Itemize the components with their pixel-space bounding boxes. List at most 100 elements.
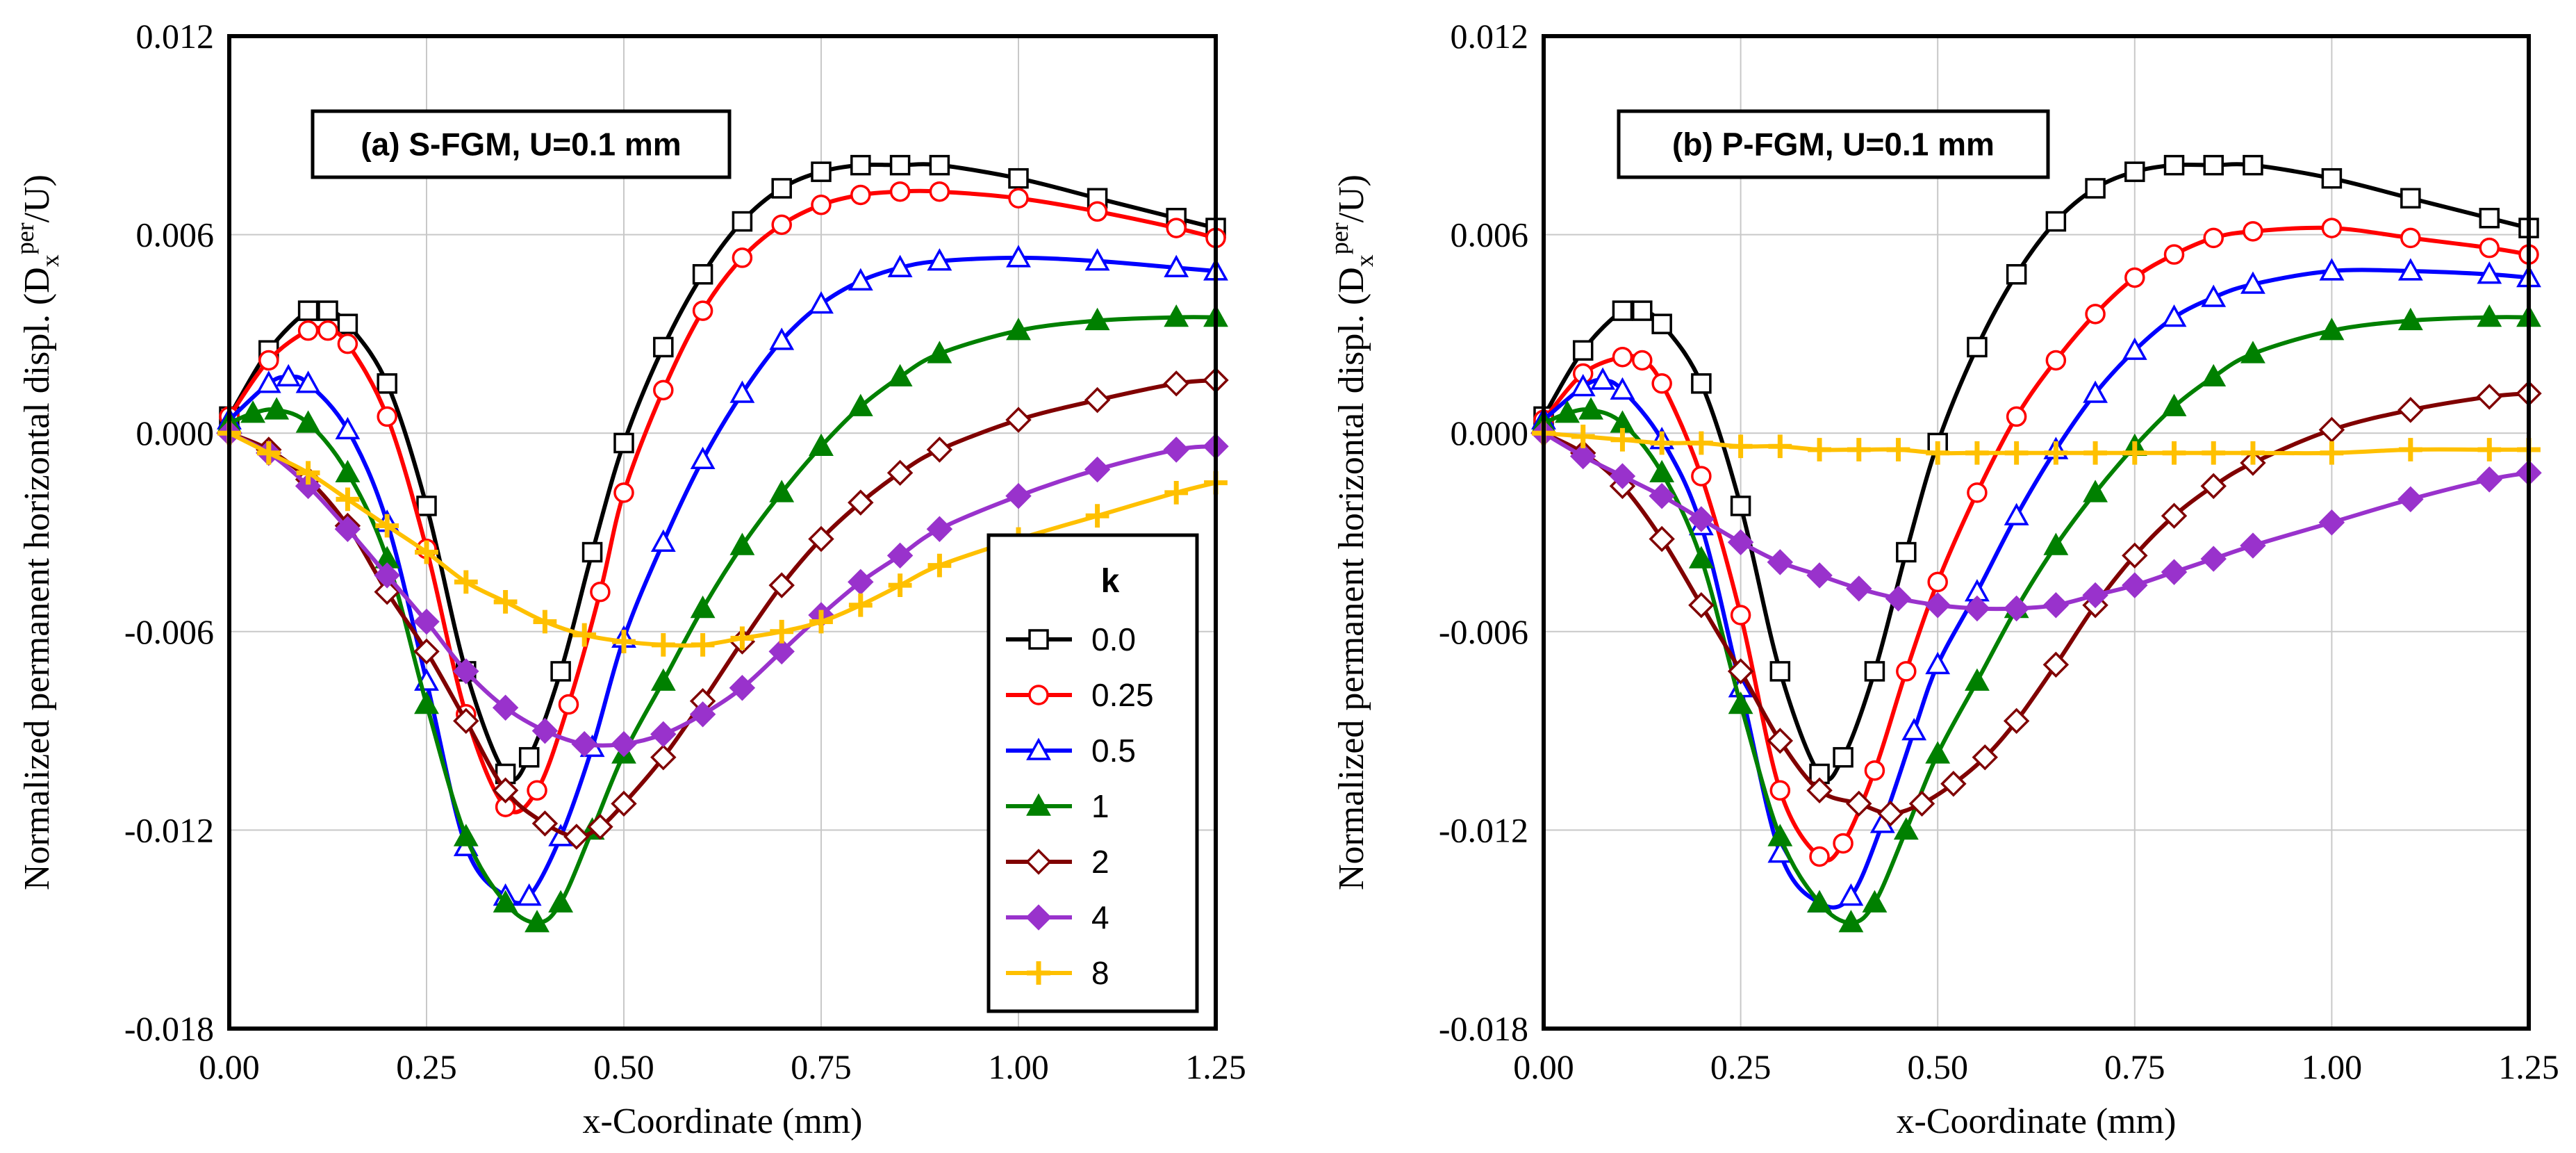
data-point-k-1 [650, 668, 676, 691]
data-point-k-1 [1807, 890, 1832, 913]
plot-frame [227, 34, 1218, 1031]
series-k-4 [1530, 420, 2542, 622]
data-point-k-4 [1727, 529, 1754, 556]
x-tick-label: 0.25 [1710, 1047, 1772, 1086]
data-point-k-1 [335, 459, 361, 483]
data-point-k-0.0 [297, 300, 319, 321]
data-point-k-0.5 [1901, 718, 1927, 741]
data-point-k-1 [414, 691, 439, 714]
data-point-k-0.0 [317, 300, 338, 321]
data-point-k-0.0 [771, 178, 792, 199]
data-point-k-8 [375, 514, 399, 538]
data-point-k-4 [2161, 559, 2188, 585]
data-point-k-0.0 [653, 336, 674, 358]
data-point-k-0.25 [1927, 571, 1948, 593]
data-point-k-1 [1084, 307, 1110, 331]
data-point-k-2 [2476, 384, 2503, 410]
data-point-k-1 [525, 910, 550, 933]
data-point-k-8 [1689, 431, 1713, 455]
data-point-k-0.0 [2479, 208, 2500, 229]
data-point-k-0.25 [1864, 760, 1885, 781]
data-point-k-0.5 [2161, 304, 2187, 327]
data-point-k-2 [1084, 386, 1111, 414]
x-tick-label: 0.75 [791, 1047, 852, 1086]
data-point-k-4 [531, 717, 559, 744]
y-tick-label: 0.006 [1451, 215, 1529, 254]
data-point-k-1 [1578, 397, 1603, 420]
data-point-k-0.5 [295, 370, 321, 393]
data-point-k-0.25 [1087, 201, 1108, 222]
series-k-0.25 [1533, 218, 2539, 867]
data-point-k-0.0 [1730, 496, 1751, 516]
data-point-k-0.5 [729, 380, 755, 403]
data-point-legend-k-4 [1025, 904, 1052, 931]
data-point-k-8 [572, 623, 597, 647]
data-point-k-4 [2042, 591, 2070, 619]
series-line-k-1 [1542, 315, 2529, 925]
data-point-k-0.25 [317, 320, 338, 341]
data-point-k-4 [1163, 436, 1189, 463]
x-tick-label: 1.00 [2302, 1047, 2363, 1086]
data-point-k-4 [1885, 585, 1912, 612]
data-point-k-1 [1838, 910, 1864, 933]
data-point-k-2 [1806, 777, 1833, 804]
data-point-k-4 [886, 542, 914, 569]
legend-label: 8 [1091, 955, 1109, 991]
data-point-k-8 [770, 619, 794, 644]
data-point-k-4 [2200, 546, 2227, 572]
data-point-k-2 [563, 824, 590, 850]
legend-label: 0.25 [1091, 677, 1154, 713]
data-point-k-1 [2083, 480, 2108, 502]
data-point-k-4 [1084, 456, 1111, 483]
data-point-k-0.25 [377, 406, 397, 427]
data-point-k-0.25 [613, 482, 634, 503]
data-point-k-1 [2319, 318, 2345, 341]
legend-label: 1 [1091, 788, 1109, 824]
data-point-k-1 [1164, 304, 1189, 327]
series-k-0.5 [1531, 258, 2541, 913]
data-point-k-0.25 [1166, 218, 1187, 238]
data-point-k-2 [808, 525, 834, 553]
panel-label: (b) P-FGM, U=0.1 mm [1672, 126, 1995, 163]
data-point-k-4 [1964, 595, 1990, 622]
data-point-k-8 [730, 626, 754, 651]
data-point-k-0.25 [1632, 350, 1653, 371]
data-point-k-0.5 [335, 416, 361, 440]
data-point-k-0.0 [929, 154, 950, 176]
data-point-k-0.0 [2163, 154, 2185, 176]
panel-label-box [311, 109, 732, 179]
data-point-k-0.0 [2321, 167, 2343, 189]
data-point-legend-k-0.0 [1028, 629, 1049, 650]
data-point-k-1 [887, 363, 913, 386]
y-tick-label: 0.012 [136, 17, 215, 56]
data-point-k-4 [768, 638, 795, 665]
data-point-k-4 [1569, 443, 1596, 470]
legend-box [986, 533, 1199, 1013]
data-point-k-0.25 [2006, 406, 2027, 427]
data-point-k-4 [2003, 595, 2030, 622]
data-point-k-4 [1846, 575, 1872, 602]
data-point-k-8 [691, 632, 715, 657]
data-point-k-2 [1163, 370, 1189, 397]
data-point-k-0.5 [1590, 367, 1616, 390]
data-point-k-8 [2083, 441, 2107, 465]
data-point-k-2 [650, 744, 677, 771]
series-k-0.0 [1533, 154, 2539, 785]
data-point-k-0.25 [1651, 373, 1672, 394]
y-tick-label: 0.000 [136, 414, 215, 452]
x-tick-label: 1.00 [988, 1047, 1049, 1086]
data-point-k-0.0 [416, 496, 437, 516]
x-tick-label: 0.25 [396, 1047, 457, 1086]
data-point-k-0.0 [1691, 373, 1712, 394]
data-point-k-2 [848, 489, 874, 516]
data-point-k-2 [886, 459, 914, 486]
data-point-k-0.25 [771, 214, 792, 236]
data-point-legend-k-8 [1027, 961, 1050, 985]
data-point-k-2 [2042, 651, 2070, 678]
data-point-k-8 [2162, 441, 2186, 465]
data-point-k-4 [295, 473, 322, 500]
data-point-k-0.25 [558, 694, 579, 715]
data-point-k-0.5 [2477, 261, 2502, 284]
data-point-k-4 [1005, 482, 1032, 509]
x-tick-label: 0.75 [2104, 1047, 2165, 1086]
